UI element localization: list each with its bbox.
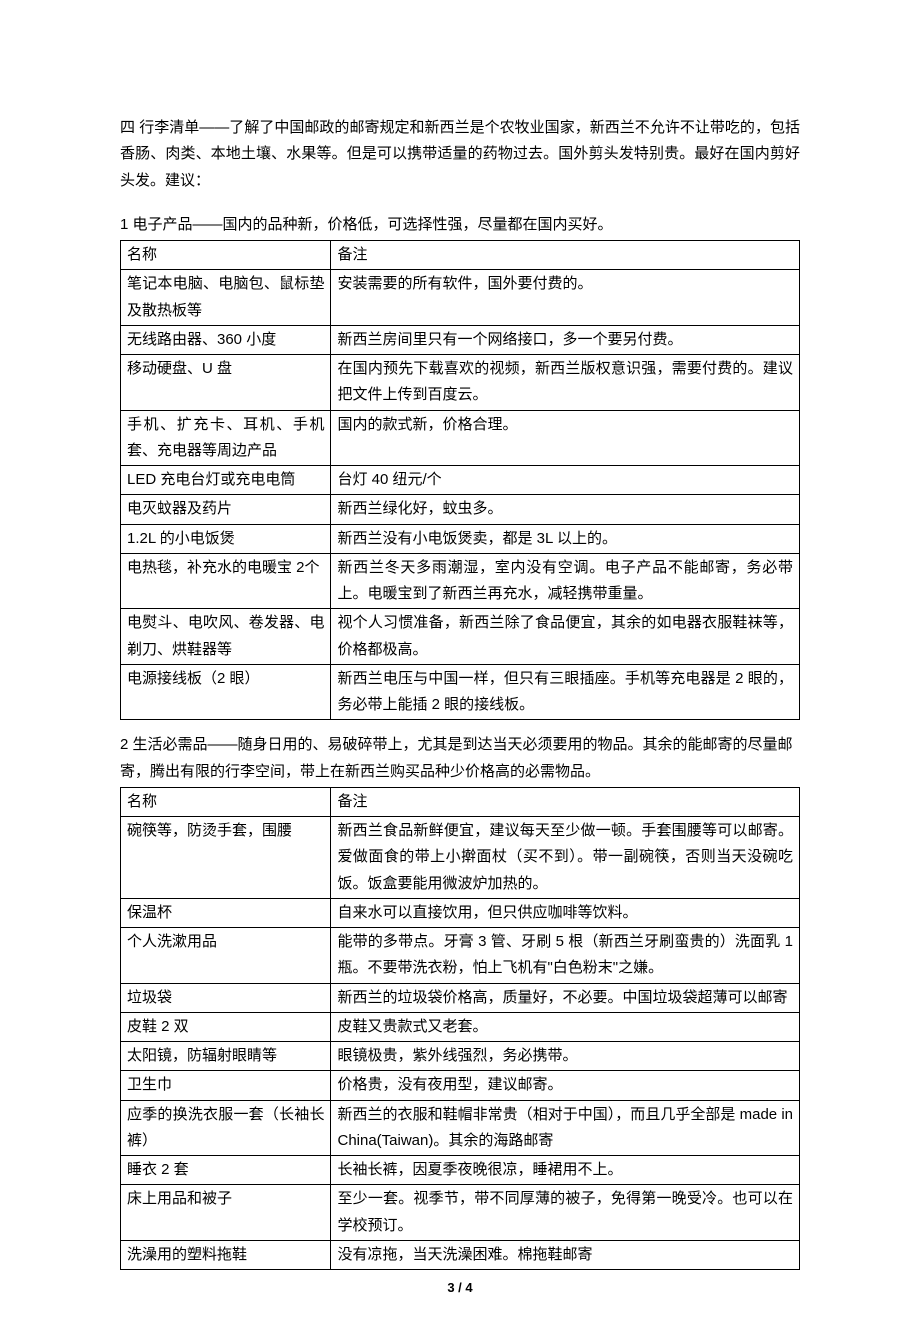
cell-note: 台灯 40 纽元/个 (331, 466, 800, 495)
cell-note: 新西兰房间里只有一个网络接口，多一个要另付费。 (331, 325, 800, 354)
cell-name: 洗澡用的塑料拖鞋 (121, 1240, 331, 1269)
table-row: LED 充电台灯或充电电筒台灯 40 纽元/个 (121, 466, 800, 495)
cell-note: 自来水可以直接饮用，但只供应咖啡等饮料。 (331, 898, 800, 927)
cell-name: 电熨斗、电吹风、卷发器、电剃刀、烘鞋器等 (121, 609, 331, 665)
cell-name: 笔记本电脑、电脑包、鼠标垫及散热板等 (121, 270, 331, 326)
cell-name: 碗筷等，防烫手套，围腰 (121, 817, 331, 899)
table-row: 笔记本电脑、电脑包、鼠标垫及散热板等安装需要的所有软件，国外要付费的。 (121, 270, 800, 326)
table-row: 电热毯，补充水的电暖宝 2个新西兰冬天多雨潮湿，室内没有空调。电子产品不能邮寄，… (121, 553, 800, 609)
cell-name: 垃圾袋 (121, 983, 331, 1012)
table-row: 电灭蚊器及药片新西兰绿化好，蚊虫多。 (121, 495, 800, 524)
cell-name: 太阳镜，防辐射眼睛等 (121, 1042, 331, 1071)
cell-name: 个人洗漱用品 (121, 928, 331, 984)
cell-name: 保温杯 (121, 898, 331, 927)
table-row: 移动硬盘、U 盘在国内预先下载喜欢的视频，新西兰版权意识强，需要付费的。建议把文… (121, 355, 800, 411)
table-row: 保温杯自来水可以直接饮用，但只供应咖啡等饮料。 (121, 898, 800, 927)
section2-tbody: 名称备注碗筷等，防烫手套，围腰新西兰食品新鲜便宜，建议每天至少做一顿。手套围腰等… (121, 787, 800, 1269)
table-row: 太阳镜，防辐射眼睛等眼镜极贵，紫外线强烈，务必携带。 (121, 1042, 800, 1071)
section1-table: 名称备注笔记本电脑、电脑包、鼠标垫及散热板等安装需要的所有软件，国外要付费的。无… (120, 240, 800, 720)
table-row: 1.2L 的小电饭煲新西兰没有小电饭煲卖，都是 3L 以上的。 (121, 524, 800, 553)
cell-note: 皮鞋又贵款式又老套。 (331, 1012, 800, 1041)
section1-tbody: 名称备注笔记本电脑、电脑包、鼠标垫及散热板等安装需要的所有软件，国外要付费的。无… (121, 241, 800, 720)
table-row: 垃圾袋新西兰的垃圾袋价格高，质量好，不必要。中国垃圾袋超薄可以邮寄 (121, 983, 800, 1012)
cell-name: 电热毯，补充水的电暖宝 2个 (121, 553, 331, 609)
cell-note: 新西兰绿化好，蚊虫多。 (331, 495, 800, 524)
section1-title: 1 电子产品——国内的品种新，价格低，可选择性强，尽量都在国内买好。 (120, 212, 800, 238)
cell-note: 国内的款式新，价格合理。 (331, 410, 800, 466)
intro-paragraph: 四 行李清单——了解了中国邮政的邮寄规定和新西兰是个农牧业国家，新西兰不允许不让… (120, 115, 800, 194)
cell-name: 无线路由器、360 小度 (121, 325, 331, 354)
header-name: 名称 (121, 787, 331, 816)
table-row: 应季的换洗衣服一套（长袖长裤）新西兰的衣服和鞋帽非常贵（相对于中国），而且几乎全… (121, 1100, 800, 1156)
cell-name: 手机、扩充卡、耳机、手机套、充电器等周边产品 (121, 410, 331, 466)
table-row: 电源接线板（2 眼）新西兰电压与中国一样，但只有三眼插座。手机等充电器是 2 眼… (121, 664, 800, 720)
cell-name: 电源接线板（2 眼） (121, 664, 331, 720)
cell-name: 床上用品和被子 (121, 1185, 331, 1241)
table-row: 睡衣 2 套长袖长裤，因夏季夜晚很凉，睡裙用不上。 (121, 1156, 800, 1185)
cell-note: 新西兰的衣服和鞋帽非常贵（相对于中国），而且几乎全部是 made in Chin… (331, 1100, 800, 1156)
cell-name: 电灭蚊器及药片 (121, 495, 331, 524)
page-number: 3 / 4 (0, 1277, 920, 1300)
table-row: 电熨斗、电吹风、卷发器、电剃刀、烘鞋器等视个人习惯准备，新西兰除了食品便宜，其余… (121, 609, 800, 665)
table-row: 碗筷等，防烫手套，围腰新西兰食品新鲜便宜，建议每天至少做一顿。手套围腰等可以邮寄… (121, 817, 800, 899)
table-row: 个人洗漱用品能带的多带点。牙膏 3 管、牙刷 5 根（新西兰牙刷蛮贵的）洗面乳 … (121, 928, 800, 984)
header-note: 备注 (331, 787, 800, 816)
header-note: 备注 (331, 241, 800, 270)
cell-name: LED 充电台灯或充电电筒 (121, 466, 331, 495)
cell-note: 长袖长裤，因夏季夜晚很凉，睡裙用不上。 (331, 1156, 800, 1185)
table-row: 无线路由器、360 小度新西兰房间里只有一个网络接口，多一个要另付费。 (121, 325, 800, 354)
cell-name: 应季的换洗衣服一套（长袖长裤） (121, 1100, 331, 1156)
cell-note: 新西兰没有小电饭煲卖，都是 3L 以上的。 (331, 524, 800, 553)
cell-name: 1.2L 的小电饭煲 (121, 524, 331, 553)
table-row: 手机、扩充卡、耳机、手机套、充电器等周边产品国内的款式新，价格合理。 (121, 410, 800, 466)
cell-note: 至少一套。视季节，带不同厚薄的被子，免得第一晚受冷。也可以在学校预订。 (331, 1185, 800, 1241)
cell-note: 视个人习惯准备，新西兰除了食品便宜，其余的如电器衣服鞋袜等，价格都极高。 (331, 609, 800, 665)
cell-note: 新西兰电压与中国一样，但只有三眼插座。手机等充电器是 2 眼的，务必带上能插 2… (331, 664, 800, 720)
table-row: 卫生巾价格贵，没有夜用型，建议邮寄。 (121, 1071, 800, 1100)
table-row: 皮鞋 2 双皮鞋又贵款式又老套。 (121, 1012, 800, 1041)
cell-note: 安装需要的所有软件，国外要付费的。 (331, 270, 800, 326)
cell-note: 新西兰的垃圾袋价格高，质量好，不必要。中国垃圾袋超薄可以邮寄 (331, 983, 800, 1012)
cell-note: 价格贵，没有夜用型，建议邮寄。 (331, 1071, 800, 1100)
cell-note: 新西兰食品新鲜便宜，建议每天至少做一顿。手套围腰等可以邮寄。爱做面食的带上小擀面… (331, 817, 800, 899)
table-header-row: 名称备注 (121, 787, 800, 816)
section2-table: 名称备注碗筷等，防烫手套，围腰新西兰食品新鲜便宜，建议每天至少做一顿。手套围腰等… (120, 787, 800, 1270)
cell-note: 新西兰冬天多雨潮湿，室内没有空调。电子产品不能邮寄，务必带上。电暖宝到了新西兰再… (331, 553, 800, 609)
cell-note: 没有凉拖，当天洗澡困难。棉拖鞋邮寄 (331, 1240, 800, 1269)
header-name: 名称 (121, 241, 331, 270)
cell-name: 睡衣 2 套 (121, 1156, 331, 1185)
section2-title: 2 生活必需品——随身日用的、易破碎带上，尤其是到达当天必须要用的物品。其余的能… (120, 732, 800, 785)
table-row: 洗澡用的塑料拖鞋没有凉拖，当天洗澡困难。棉拖鞋邮寄 (121, 1240, 800, 1269)
table-header-row: 名称备注 (121, 241, 800, 270)
cell-note: 能带的多带点。牙膏 3 管、牙刷 5 根（新西兰牙刷蛮贵的）洗面乳 1 瓶。不要… (331, 928, 800, 984)
document-page: 四 行李清单——了解了中国邮政的邮寄规定和新西兰是个农牧业国家，新西兰不允许不让… (0, 0, 920, 1330)
table-row: 床上用品和被子至少一套。视季节，带不同厚薄的被子，免得第一晚受冷。也可以在学校预… (121, 1185, 800, 1241)
cell-name: 移动硬盘、U 盘 (121, 355, 331, 411)
cell-note: 在国内预先下载喜欢的视频，新西兰版权意识强，需要付费的。建议把文件上传到百度云。 (331, 355, 800, 411)
cell-name: 卫生巾 (121, 1071, 331, 1100)
cell-name: 皮鞋 2 双 (121, 1012, 331, 1041)
cell-note: 眼镜极贵，紫外线强烈，务必携带。 (331, 1042, 800, 1071)
